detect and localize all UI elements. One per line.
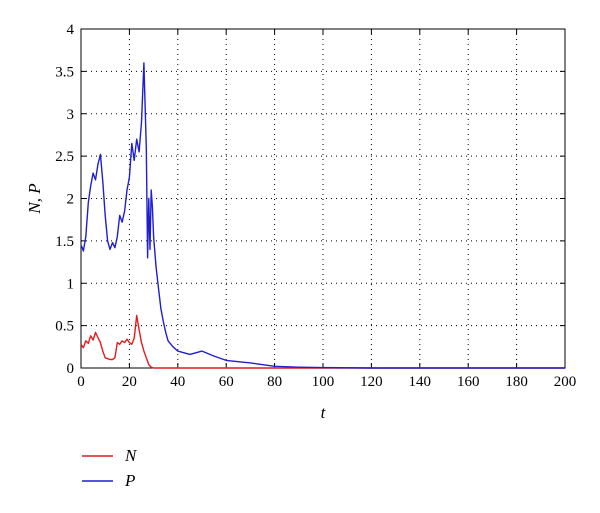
- series-group: [80, 62, 565, 369]
- legend: N P: [82, 446, 138, 490]
- legend-label-p: P: [124, 471, 135, 490]
- x-tick-label: 20: [122, 374, 137, 390]
- x-tick-label: 200: [554, 374, 577, 390]
- x-tick-label: 120: [360, 374, 383, 390]
- x-tick-label: 180: [505, 374, 528, 390]
- grid: [81, 29, 565, 368]
- y-tick-label: 0: [67, 361, 75, 377]
- y-tick-label: 2: [67, 192, 75, 208]
- y-tick-label: 2.5: [55, 149, 74, 165]
- y-tick-label: 3.5: [55, 64, 74, 80]
- x-tick-label: 140: [409, 374, 432, 390]
- x-tick-label: 40: [170, 374, 185, 390]
- series-line-p: [80, 62, 565, 369]
- legend-label-n: N: [124, 446, 138, 465]
- y-tick-label: 0.5: [55, 319, 74, 335]
- series-line-n: [80, 314, 565, 369]
- x-tick-label: 80: [267, 374, 282, 390]
- y-tick-label: 3: [67, 107, 75, 123]
- x-axis-title: t: [321, 403, 327, 422]
- x-tick-label: 0: [77, 374, 85, 390]
- y-tick-label: 4: [67, 22, 75, 38]
- ticks: 0 20 40 60 80 100 120 140 160 180 200 0 0.5 1 1.5 2 2.5 3…: [55, 22, 576, 390]
- x-tick-label: 160: [457, 374, 480, 390]
- y-tick-label: 1: [67, 276, 75, 292]
- y-tick-label: 1.5: [55, 234, 74, 250]
- x-tick-label: 100: [312, 374, 335, 390]
- x-tick-label: 60: [219, 374, 234, 390]
- y-axis-title: N, P: [25, 183, 44, 214]
